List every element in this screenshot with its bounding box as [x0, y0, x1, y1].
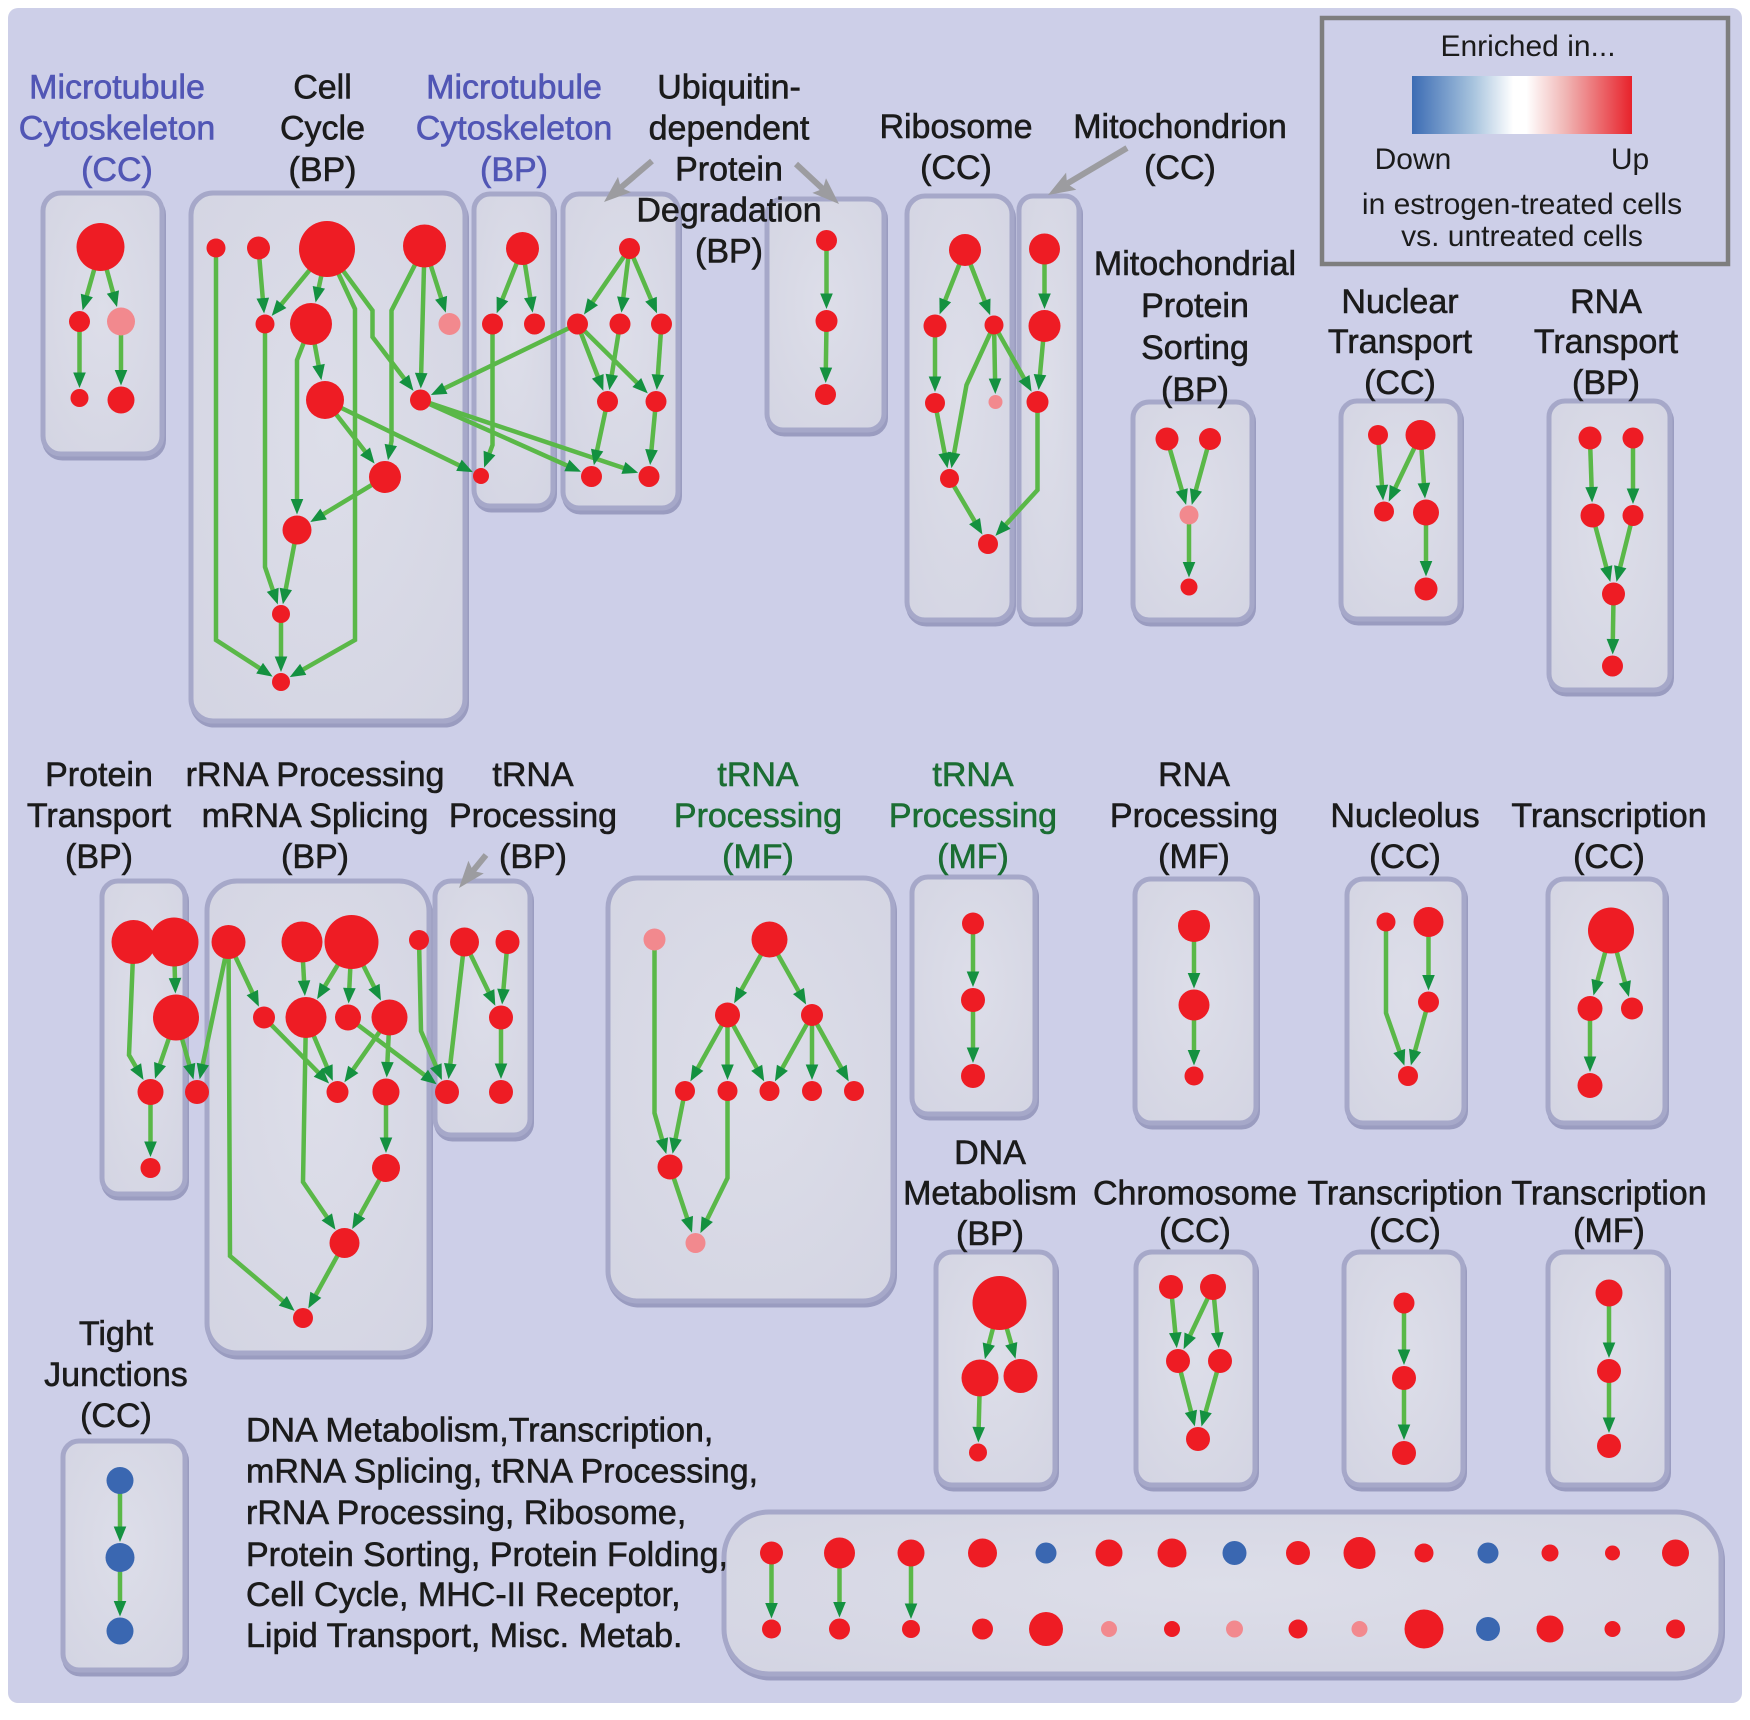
svg-text:Ribosome: Ribosome [879, 108, 1032, 146]
svg-text:(CC): (CC) [80, 1397, 152, 1435]
svg-text:(BP): (BP) [956, 1215, 1024, 1253]
svg-text:Lipid Transport, Misc. Metab.: Lipid Transport, Misc. Metab. [246, 1617, 683, 1655]
svg-text:DNA Metabolism,Transcription,: DNA Metabolism,Transcription, [246, 1412, 713, 1450]
svg-text:(BP): (BP) [65, 838, 133, 876]
svg-text:(CC): (CC) [1573, 838, 1645, 876]
svg-text:Transcription: Transcription [1511, 1175, 1706, 1213]
svg-text:Nuclear: Nuclear [1341, 283, 1458, 321]
svg-text:mRNA Splicing: mRNA Splicing [202, 797, 429, 835]
svg-text:Degradation: Degradation [636, 192, 821, 230]
svg-text:(CC): (CC) [1364, 364, 1436, 402]
svg-text:(BP): (BP) [281, 838, 349, 876]
svg-text:vs. untreated cells: vs. untreated cells [1401, 220, 1643, 253]
svg-text:(MF): (MF) [722, 838, 794, 876]
svg-text:(BP): (BP) [480, 151, 548, 189]
svg-text:Transcription: Transcription [1307, 1175, 1502, 1213]
svg-text:DNA: DNA [954, 1134, 1026, 1172]
svg-text:Junctions: Junctions [44, 1356, 188, 1394]
svg-text:Transport: Transport [27, 797, 172, 835]
svg-text:Transport: Transport [1328, 323, 1473, 361]
svg-text:Cell: Cell [293, 69, 352, 107]
svg-text:Processing: Processing [449, 797, 617, 835]
svg-text:Processing: Processing [889, 797, 1057, 835]
svg-text:mRNA Splicing, tRNA Processing: mRNA Splicing, tRNA Processing, [246, 1453, 758, 1491]
svg-text:Ubiquitin-: Ubiquitin- [657, 69, 801, 107]
svg-text:(BP): (BP) [1161, 371, 1229, 409]
svg-text:Chromosome: Chromosome [1093, 1175, 1297, 1213]
svg-text:Mitochondrion: Mitochondrion [1073, 108, 1287, 146]
svg-text:RNA: RNA [1158, 756, 1230, 794]
svg-text:Processing: Processing [674, 797, 842, 835]
svg-text:Cytoskeleton: Cytoskeleton [19, 110, 216, 148]
svg-text:Protein: Protein [675, 151, 783, 189]
svg-text:Cell Cycle, MHC-II Receptor,: Cell Cycle, MHC-II Receptor, [246, 1576, 681, 1614]
svg-text:Mitochondrial: Mitochondrial [1094, 245, 1296, 283]
svg-text:tRNA: tRNA [717, 756, 799, 794]
svg-text:Enriched in...: Enriched in... [1440, 30, 1615, 63]
svg-text:Processing: Processing [1110, 797, 1278, 835]
svg-text:Tight: Tight [79, 1315, 154, 1353]
svg-text:(MF): (MF) [937, 838, 1009, 876]
svg-text:(MF): (MF) [1158, 838, 1230, 876]
svg-text:rRNA Processing, Ribosome,: rRNA Processing, Ribosome, [246, 1494, 686, 1532]
svg-text:(CC): (CC) [1369, 838, 1441, 876]
svg-text:in estrogen-treated cells: in estrogen-treated cells [1362, 188, 1682, 221]
svg-text:Up: Up [1611, 143, 1649, 176]
svg-text:(CC): (CC) [1159, 1212, 1231, 1250]
svg-text:Transport: Transport [1534, 323, 1679, 361]
svg-text:Transcription: Transcription [1511, 797, 1706, 835]
svg-text:rRNA Processing: rRNA Processing [186, 756, 445, 794]
svg-text:RNA: RNA [1570, 283, 1642, 321]
svg-text:(CC): (CC) [1369, 1212, 1441, 1250]
svg-text:Cycle: Cycle [280, 110, 365, 148]
svg-text:(CC): (CC) [1144, 149, 1216, 187]
svg-text:tRNA: tRNA [492, 756, 574, 794]
svg-text:(BP): (BP) [499, 838, 567, 876]
svg-text:(CC): (CC) [920, 149, 992, 187]
svg-text:Nucleolus: Nucleolus [1330, 797, 1479, 835]
svg-text:Cytoskeleton: Cytoskeleton [416, 110, 613, 148]
svg-text:(BP): (BP) [695, 233, 763, 271]
svg-text:(CC): (CC) [81, 151, 153, 189]
svg-text:Sorting: Sorting [1141, 329, 1249, 367]
svg-text:tRNA: tRNA [932, 756, 1014, 794]
svg-text:(BP): (BP) [289, 151, 357, 189]
svg-text:(BP): (BP) [1572, 364, 1640, 402]
svg-text:dependent: dependent [649, 110, 810, 148]
svg-text:(MF): (MF) [1573, 1212, 1645, 1250]
svg-text:Down: Down [1375, 143, 1452, 176]
svg-text:Protein: Protein [45, 756, 153, 794]
svg-text:Metabolism: Metabolism [903, 1175, 1077, 1213]
svg-text:Microtubule: Microtubule [29, 69, 205, 107]
svg-text:Microtubule: Microtubule [426, 69, 602, 107]
svg-text:Protein: Protein [1141, 287, 1249, 325]
svg-text:Protein Sorting, Protein Foldi: Protein Sorting, Protein Folding, [246, 1536, 728, 1574]
